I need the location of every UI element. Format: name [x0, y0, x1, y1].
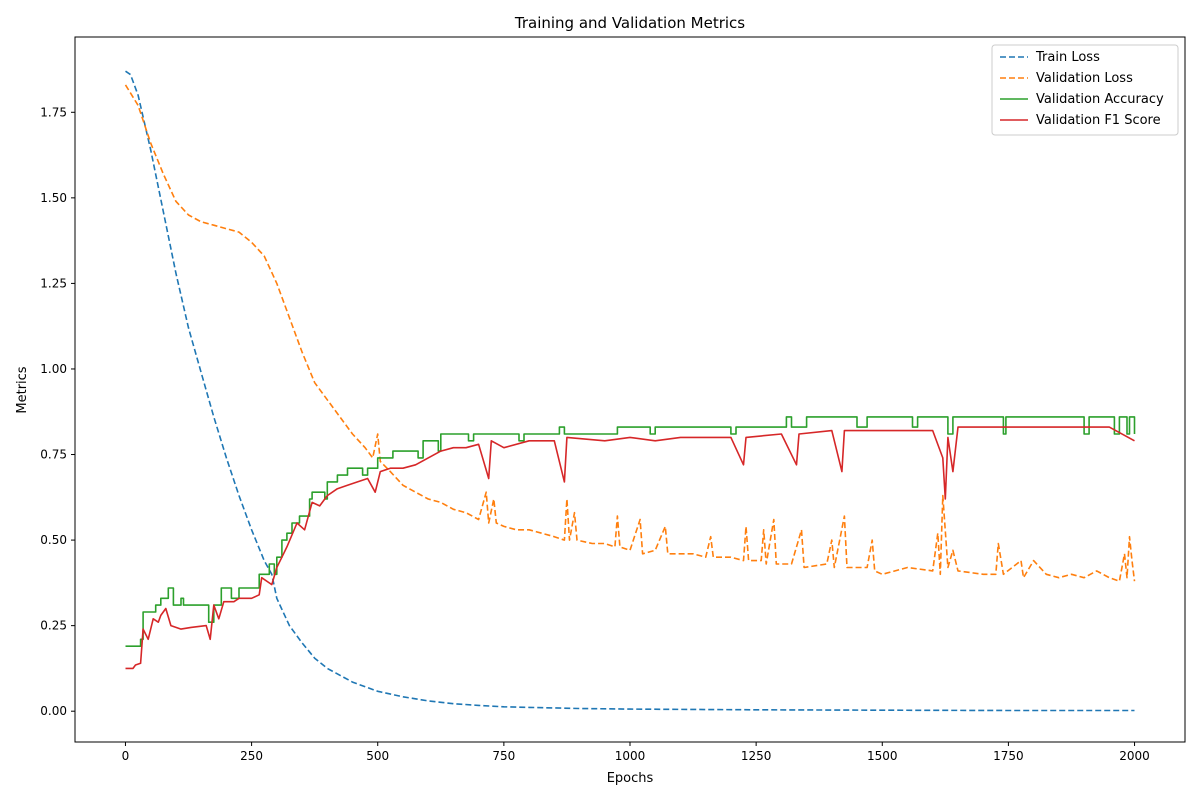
y-tick-label: 0.50: [40, 533, 67, 547]
series-line-validation-accuracy: [125, 416, 1136, 647]
y-tick-label: 0.75: [40, 448, 67, 462]
y-tick-label: 1.50: [40, 191, 67, 205]
y-tick-label: 0.00: [40, 704, 67, 718]
x-tick-label: 0: [122, 749, 130, 763]
legend-label-train-loss: Train Loss: [1035, 50, 1100, 65]
y-tick-label: 1.00: [40, 362, 67, 376]
y-tick-label: 1.75: [40, 105, 67, 119]
x-tick-label: 1750: [993, 749, 1024, 763]
series-layer: [124, 70, 1136, 712]
y-axis-label: Metrics: [15, 366, 30, 413]
x-tick-label: 2000: [1119, 749, 1150, 763]
legend: Train Loss Validation Loss Validation Accu…: [991, 44, 1179, 136]
y-tick-label: 1.25: [40, 276, 67, 290]
x-tick-label: 250: [240, 749, 263, 763]
x-tick-label: 1250: [741, 749, 772, 763]
y-tick-label: 0.25: [40, 619, 67, 633]
tick-layer: 0 250 500 750 1000 1250 1500 1750 2000 0.00 0.25 0.…: [40, 105, 1150, 763]
series-line-validation-loss: [124, 84, 1136, 582]
x-tick-label: 750: [492, 749, 515, 763]
x-tick-label: 1000: [615, 749, 646, 763]
x-tick-label: 1500: [867, 749, 898, 763]
plot-frame: [74, 36, 1186, 743]
legend-box: [991, 44, 1179, 136]
chart-title: Training and Validation Metrics: [514, 14, 745, 32]
series-line-train-loss: [125, 70, 1135, 712]
legend-label-validation-loss: Validation Loss: [1036, 71, 1133, 86]
legend-label-validation-accuracy: Validation Accuracy: [1036, 92, 1164, 107]
x-tick-label: 500: [366, 749, 389, 763]
x-axis-label: Epochs: [607, 771, 654, 786]
series-line-validation-f1-score: [125, 426, 1135, 670]
legend-label-validation-f1-score: Validation F1 Score: [1036, 113, 1161, 128]
